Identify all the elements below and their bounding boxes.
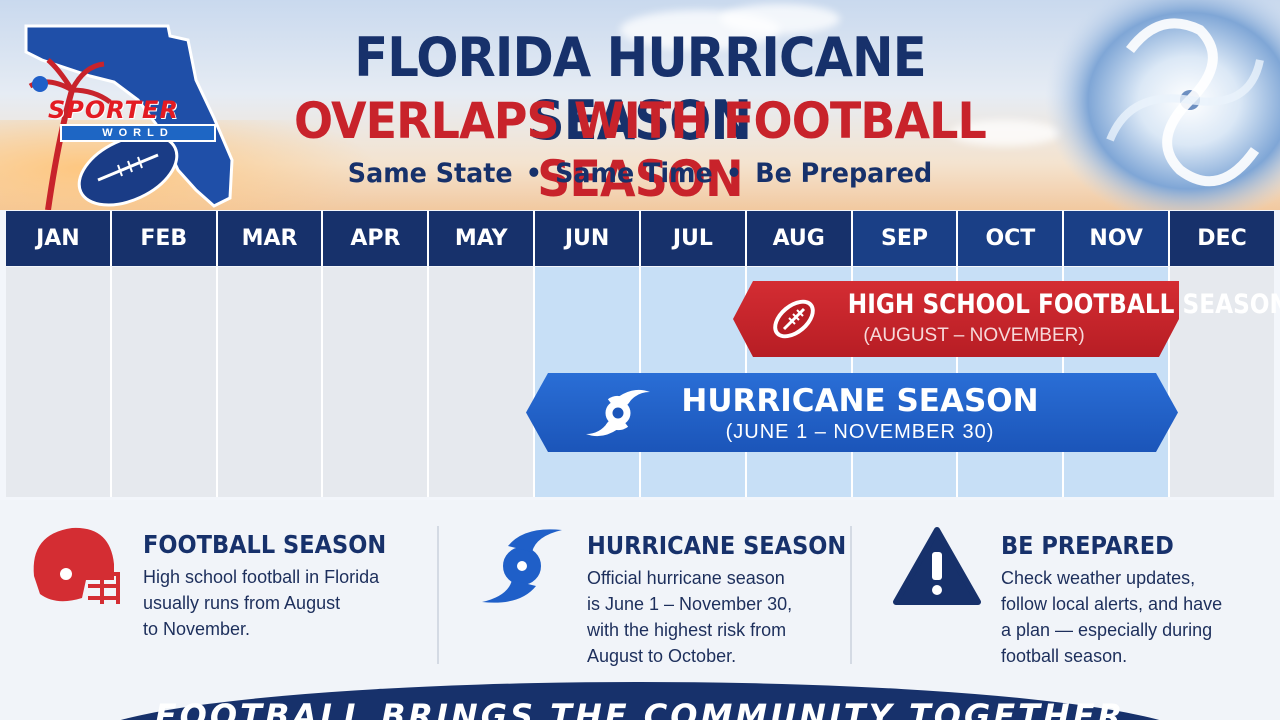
hurricane-icon (482, 529, 562, 603)
football-helmet-icon (33, 527, 120, 604)
month-apr: APR (323, 211, 430, 266)
hurricane-season-bar (526, 373, 1178, 452)
month-sep: SEP (852, 211, 959, 266)
panel-line: usually runs from August (143, 593, 341, 613)
month-column (111, 267, 218, 497)
title-line-1: FLORIDA HURRICANE SEASON (354, 26, 926, 152)
panel-line: August to October. (587, 646, 737, 666)
logo-sub: WORLD (60, 124, 216, 142)
title-line-2: OVERLAPS WITH FOOTBALL SEASON (294, 92, 987, 208)
month-header-row: JAN FEB MAR APR MAY JUN JUL AUG SEP OCT … (6, 211, 1274, 266)
panel-text-prepared: Check weather updates, follow local aler… (1001, 565, 1222, 669)
month-mar: MAR (217, 211, 324, 266)
panel-text-hurricane: Official hurricane season is June 1 – No… (587, 565, 792, 669)
month-column (429, 267, 536, 497)
hurricane-symbol-icon (586, 389, 650, 437)
panel-title-football: FOOTBALL SEASON (143, 530, 387, 559)
logo-brand: SPORTER (48, 96, 179, 124)
month-nov: NOV (1064, 211, 1171, 266)
month-jun: JUN (535, 211, 641, 266)
month-column (217, 267, 324, 497)
month-feb: FEB (111, 211, 218, 266)
tagline-part: Same Time (555, 158, 713, 189)
month-column (1170, 267, 1274, 497)
panel-line: to November. (143, 619, 251, 639)
cloud (720, 4, 840, 34)
tagline-separator: • (525, 158, 542, 189)
panel-divider (850, 526, 852, 664)
month-column (323, 267, 430, 497)
month-aug: AUG (746, 211, 853, 266)
month-column (6, 267, 112, 497)
panel-line: Official hurricane season (587, 568, 785, 588)
hurricane-bar-title: HURRICANE SEASON (681, 383, 1039, 419)
tagline-part: Same State (347, 158, 513, 189)
hurricane-satellite-icon (1040, 0, 1280, 210)
tagline: Same State • Same Time • Be Prepared (320, 158, 959, 189)
panel-line: Check weather updates, (1001, 568, 1196, 588)
panel-line: with the highest risk from (587, 620, 787, 640)
panel-line: is June 1 – November 30, (587, 594, 793, 614)
panel-line: a plan — especially during (1001, 620, 1213, 640)
calendar-grid (6, 267, 1274, 497)
warning-icon (893, 527, 981, 605)
month-oct: OCT (958, 211, 1065, 266)
month-jul: JUL (640, 211, 747, 266)
month-may: MAY (429, 211, 536, 266)
hurricane-bar-subtitle: (JUNE 1 – NOVEMBER 30) (725, 421, 995, 443)
panel-divider (437, 526, 439, 664)
panel-title-prepared: BE PREPARED (1001, 531, 1174, 560)
bottom-banner-text: FOOTBALL BRINGS THE COMMUNITY TOGETHER (154, 697, 1126, 720)
panel-line: football season. (1001, 646, 1128, 666)
florida-map-icon (24, 24, 234, 210)
football-bar-subtitle: (AUGUST – NOVEMBER) (863, 325, 1085, 346)
month-dec: DEC (1170, 211, 1274, 266)
tagline-separator: • (725, 158, 743, 189)
panel-line: follow local alerts, and have (1001, 594, 1223, 614)
panel-line: High school football in Florida (143, 567, 380, 587)
football-bar-title: HIGH SCHOOL FOOTBALL SEASON (847, 289, 1280, 320)
football-icon (773, 299, 815, 339)
panel-text-football: High school football in Florida usually … (143, 564, 379, 642)
tagline-part: Be Prepared (755, 158, 933, 189)
month-jan: JAN (6, 211, 112, 266)
panel-title-hurricane: HURRICANE SEASON (587, 531, 847, 560)
